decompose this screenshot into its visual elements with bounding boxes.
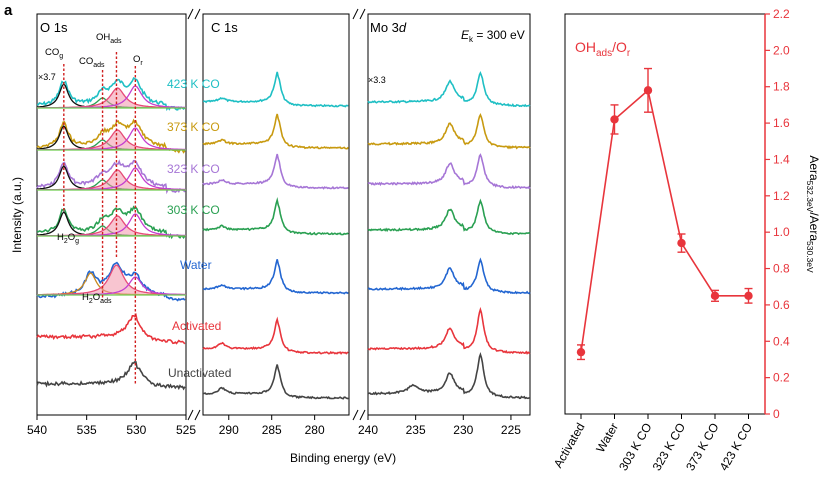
c1s-trace [202,71,349,108]
ratio-y-tick-label: 1.0 [773,225,790,239]
oh-ads-annotation: OHads [96,32,122,45]
o1s-trace [36,76,186,112]
ratio-data-point [610,115,619,124]
series-label-unactivated: Unactivated [168,366,231,380]
ratio-y-tick-label: 0.6 [773,298,790,312]
ratio-y-tick-label: 0 [773,407,780,421]
x-tick-label: 525 [176,423,196,437]
ratio-y-tick-label: 1.8 [773,80,790,94]
axis-break-mark [359,8,366,20]
ratio-x-tick-label: Activated [551,421,588,471]
h2o-g-annotation: H2Og [57,232,79,245]
xps-axis-frame-2 [367,13,531,416]
c1s-trace [202,259,349,295]
o1s-trace [36,205,186,240]
ratio-chart-title: OHads/Or [575,39,631,59]
o1s-trace [36,159,186,195]
photon-energy-label: Ek = 300 eV [461,28,525,44]
x-tick-label: 280 [305,423,325,437]
x-tick-label: 540 [27,423,47,437]
c1s-section-label: C 1s [211,20,238,35]
series-label-water: Water [180,258,212,272]
series-label-423: 423 K CO [167,77,220,91]
axis-break-gap [188,412,200,418]
series-label-activated: Activated [172,319,221,333]
axis-break-gap [353,412,365,418]
ratio-data-point [643,86,653,95]
ratio-plot-frame [564,13,766,415]
series-label-323: 323 K CO [167,162,220,176]
o-r-annotation: Or [133,54,143,67]
ratio-series-line [580,88,749,353]
ratio-x-tick-label: 323 K CO [650,421,688,474]
h2o-ads-annotation: H2Oads [82,292,112,305]
c1s-trace [202,364,349,400]
co-g-annotation: COg [45,47,63,60]
ratio-panel: 0 0.2 0.4 0.6 0.8 1.0 1.2 1.4 1.6 1.8 2.0 2.2 Activ… [551,7,821,473]
mo3d-trace [367,306,531,355]
axis-break-mark [352,8,359,20]
axis-break-gap [188,11,200,17]
mo3d-trace [367,257,531,295]
x-tick-label: 285 [262,423,282,437]
ratio-y-axis-title: Aera532.3eV/Aera530.3eV [805,155,821,273]
o1s-section-label: O 1s [40,20,68,35]
xps-x-axis-title: Binding energy (eV) [290,451,396,465]
c1s-trace [202,113,349,150]
mo3d-trace [367,198,531,236]
x-tick-label: 535 [77,423,97,437]
ratio-y-tick-label: 2.2 [773,7,790,21]
x-tick-label: 290 [219,423,239,437]
axis-break-mark [194,8,201,20]
mo3d-trace [367,153,531,190]
axis-break-mark [359,409,366,421]
ratio-y-tick-label: 0.8 [773,262,790,276]
axis-break-mark [187,409,194,421]
xps-axis-frame-0 [36,13,187,416]
ratio-y-tick-label: 1.2 [773,189,790,203]
xps-panel: 540 535 530 525 290 285 280 240 235 230 225 O 1s C… [10,8,531,465]
axis-break-mark [187,8,194,20]
xps-axis-frame-1 [202,13,350,416]
mo3d-trace [367,113,531,150]
c1s-trace [202,197,349,236]
ratio-y-tick-label: 0.2 [773,371,790,385]
xps-y-axis-title: Intensity (a.u.) [10,177,24,253]
ratio-data-point [677,238,686,248]
ratio-data-point [710,291,720,301]
x-tick-label: 240 [358,423,378,437]
mo3d-scale-label: ×3.3 [368,75,386,85]
mo3d-section-label: Mo 3d [370,20,407,35]
ratio-y-tick-label: 2.0 [773,43,790,57]
ratio-x-tick-label: 303 K CO [616,421,654,474]
series-label-373: 373 K CO [167,120,220,134]
o1s-trace [36,313,186,345]
co-ads-annotation: COads [79,56,105,69]
ratio-y-tick-label: 0.4 [773,334,790,348]
ratio-y-tick-label: 1.6 [773,116,790,130]
x-tick-label: 230 [453,423,473,437]
axis-break-mark [194,409,201,421]
c1s-trace [202,153,349,190]
ratio-y-tick-label: 1.4 [773,152,790,166]
mo3d-trace [367,352,531,400]
ratio-x-tick-label: 373 K CO [683,421,721,474]
o1s-scale-label: ×3.7 [38,72,56,82]
axis-break-mark [352,409,359,421]
o1s-trace [36,118,186,154]
ratio-x-tick-label: 423 K CO [717,421,755,474]
ratio-data-point [744,291,753,301]
panel-label: a [4,2,13,19]
ratio-x-tick-label: Water [593,421,621,455]
x-tick-label: 225 [501,423,521,437]
axis-break-gap [353,11,365,17]
series-label-303: 303 K CO [167,203,220,217]
mo3d-trace [367,71,531,108]
c1s-trace [202,316,349,355]
ratio-data-point [576,347,586,357]
x-tick-label: 530 [126,423,146,437]
x-tick-label: 235 [406,423,426,437]
o1s-trace [36,361,186,391]
